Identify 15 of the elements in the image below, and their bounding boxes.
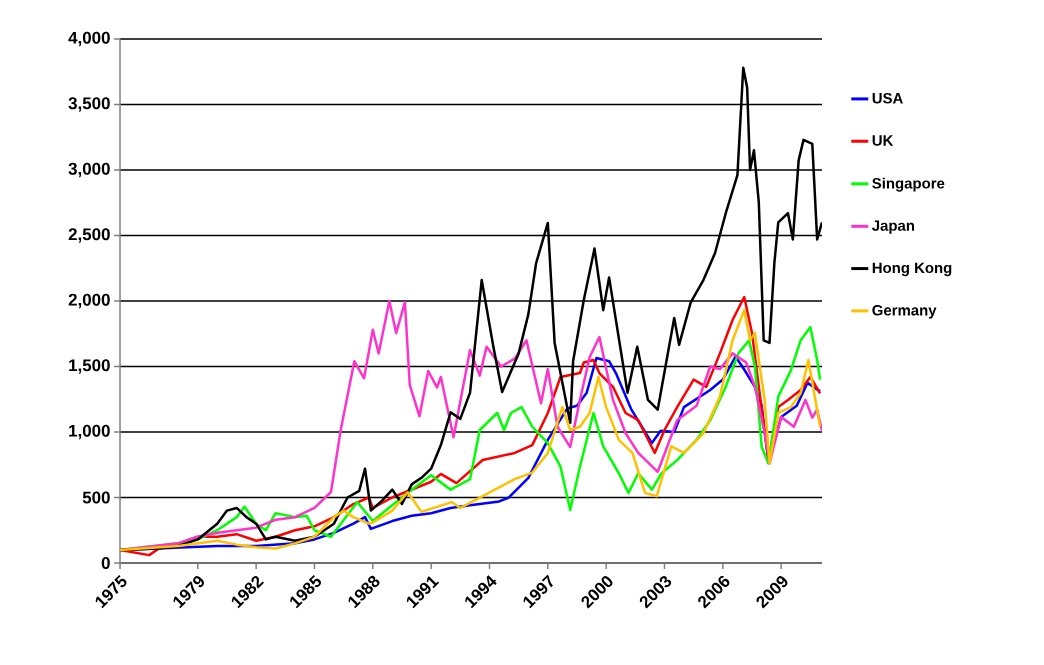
y-tick-label: 4,000: [68, 31, 110, 47]
legend-label: Japan: [871, 220, 915, 234]
legend-label: Germany: [872, 304, 937, 319]
legend-label: USA: [872, 92, 903, 104]
y-tick-label: 1,500: [69, 359, 110, 374]
legend-label: UK: [872, 135, 894, 146]
y-tick-label: 0: [101, 556, 110, 569]
y-tick-label: 3,500: [68, 97, 110, 112]
y-tick-label: 3,000: [68, 162, 110, 178]
y-tick-label: 2,500: [68, 228, 110, 243]
y-tick-label: 1,000: [69, 424, 110, 440]
y-tick-label: 500: [82, 491, 110, 504]
legend-label: Singapore: [872, 177, 945, 192]
y-tick-label: 2,000: [68, 293, 110, 309]
legend-label: Hong Kong: [872, 262, 952, 277]
